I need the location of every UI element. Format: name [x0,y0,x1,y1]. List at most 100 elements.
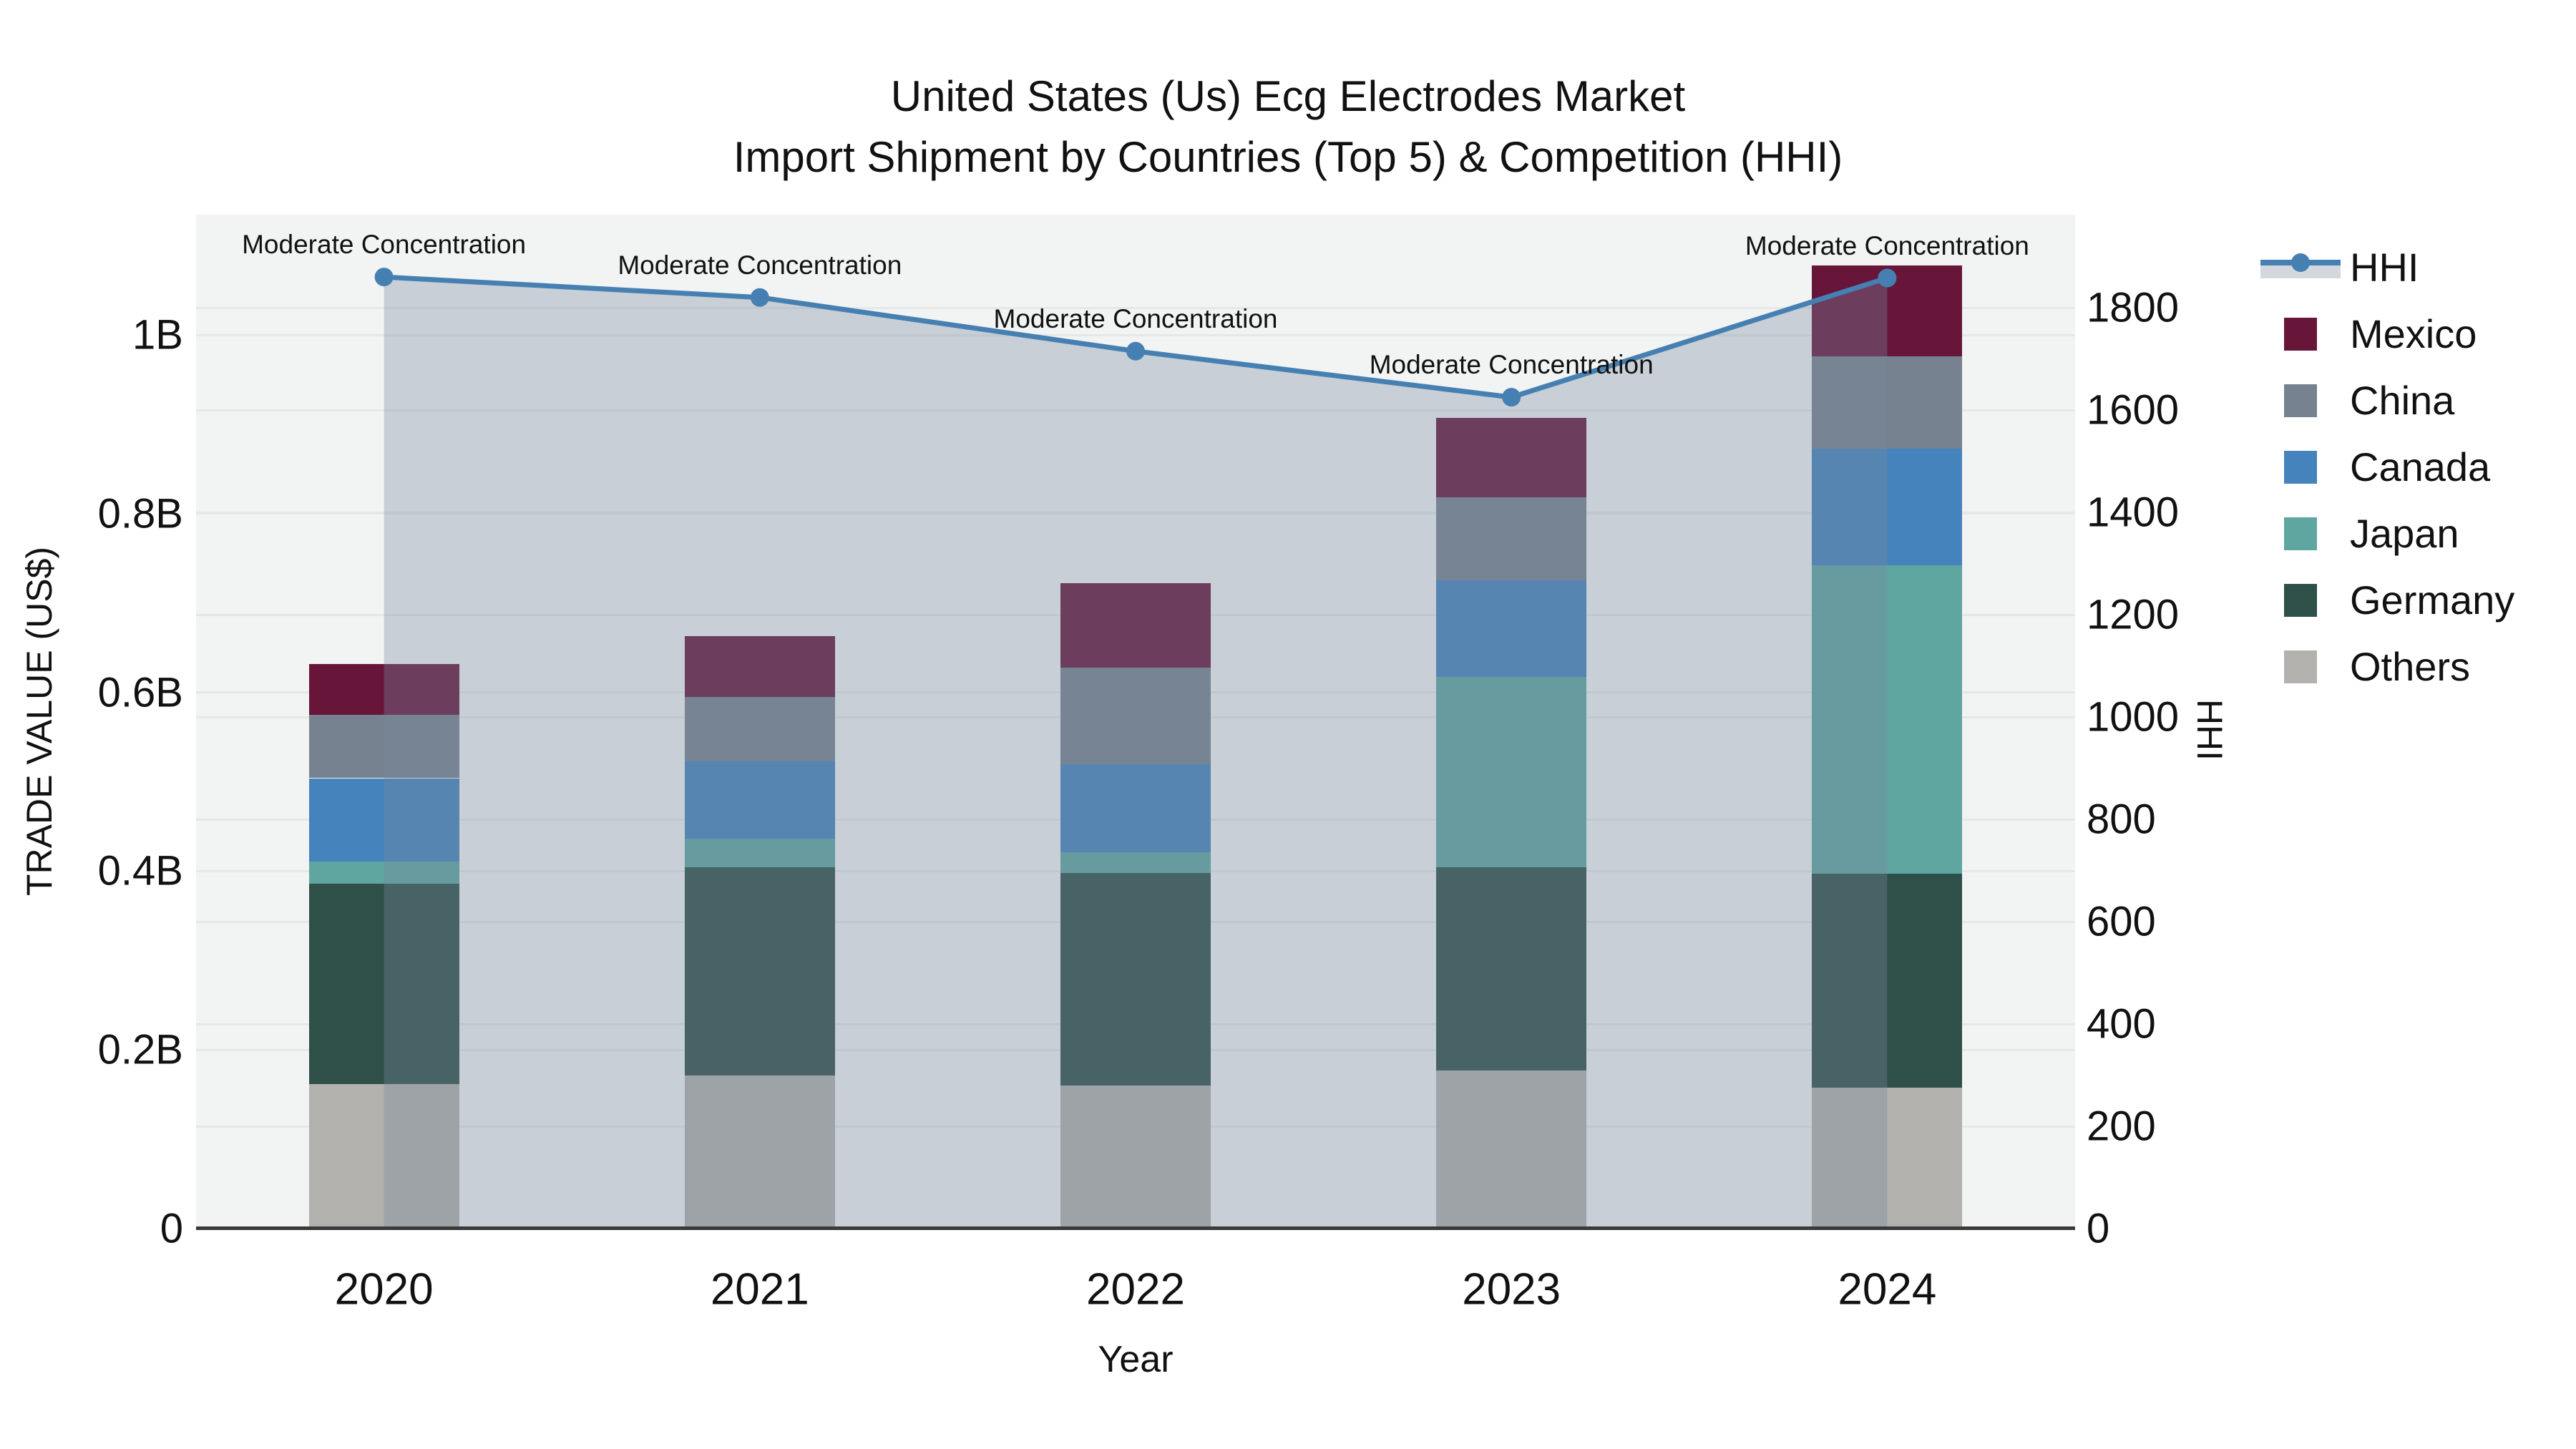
bar-segment-others-2021[interactable] [684,1075,835,1229]
hhi-marker-2021[interactable] [750,288,769,307]
x-tick-label-2021: 2021 [710,1264,809,1314]
gridline [196,511,2075,514]
legend-item-canada[interactable]: Canada [2254,434,2514,500]
x-tick-label-2022: 2022 [1086,1264,1185,1314]
hhi-area-fill [384,277,1888,1229]
annotation-2021: Moderate Concentration [618,250,902,280]
y-right-tick-label: 400 [2087,1000,2156,1048]
legend-item-hhi[interactable]: HHI [2254,234,2514,301]
legend-sample [2254,317,2347,351]
bar-segment-others-2023[interactable] [1436,1070,1587,1229]
bar-segment-canada-2020[interactable] [308,778,459,862]
bar-segment-china-2021[interactable] [684,696,835,761]
y-right-tick-label: 1200 [2087,591,2180,638]
annotation-2023: Moderate Concentration [1369,350,1654,380]
bar-segment-canada-2022[interactable] [1060,763,1211,853]
bar-segment-japan-2024[interactable] [1812,565,1963,874]
hhi-line-icon [2260,251,2341,284]
gridline [196,306,2075,309]
bar-segment-canada-2024[interactable] [1812,448,1963,566]
hhi-marker-icon [2291,253,2310,272]
x-tick-label-2020: 2020 [334,1264,434,1314]
bar-segment-canada-2023[interactable] [1436,580,1587,678]
legend-label: Mexico [2350,311,2477,356]
legend-item-mexico[interactable]: Mexico [2254,301,2514,367]
legend-item-japan[interactable]: Japan [2254,500,2514,567]
y-right-tick-label: 0 [2087,1205,2110,1252]
y-right-tick-label: 1600 [2087,386,2180,434]
legend-item-germany[interactable]: Germany [2254,567,2514,633]
hhi-marker-2020[interactable] [374,268,394,287]
bar-segment-japan-2021[interactable] [684,839,835,868]
annotation-2020: Moderate Concentration [242,230,527,260]
bar-segment-japan-2022[interactable] [1060,852,1211,873]
legend-label: Canada [2350,444,2491,489]
bar-segment-mexico-2020[interactable] [308,663,459,715]
hhi-marker-2022[interactable] [1126,341,1145,361]
legend-swatch-others [2284,650,2317,683]
bar-segment-china-2023[interactable] [1436,497,1587,581]
bar-segment-china-2020[interactable] [308,714,459,779]
y-right-tick-label: 1800 [2087,284,2180,331]
bar-segment-mexico-2021[interactable] [684,635,835,697]
legend-sample [2254,251,2347,284]
x-tick-label-2023: 2023 [1462,1264,1561,1314]
y-right-tick-label: 1400 [2087,489,2180,536]
bar-segment-germany-2023[interactable] [1436,867,1587,1070]
legend-label: Japan [2350,511,2459,556]
bar-segment-germany-2024[interactable] [1812,874,1963,1088]
y-right-tick-label: 800 [2087,796,2156,843]
bar-segment-canada-2021[interactable] [684,761,835,839]
bar-segment-germany-2022[interactable] [1060,872,1211,1086]
bar-segment-germany-2021[interactable] [684,867,835,1076]
legend: HHI Mexico China Canada Japan Germany Others [2254,234,2514,700]
legend-sample [2254,384,2347,417]
annotation-2022: Moderate Concentration [993,303,1278,333]
y-left-tick-label: 0 [160,1205,183,1252]
legend-label: Others [2350,644,2471,689]
bar-segment-others-2022[interactable] [1060,1085,1211,1229]
legend-label: Germany [2350,577,2515,623]
bar-segment-mexico-2022[interactable] [1060,583,1211,668]
chart-title: United States (Us) Ecg Electrodes Market… [0,66,2576,187]
y-right-tick-label: 600 [2087,898,2156,945]
legend-label: HHI [2350,245,2419,290]
legend-item-china[interactable]: China [2254,367,2514,434]
legend-swatch-mexico [2284,317,2317,351]
bar-segment-china-2022[interactable] [1060,667,1211,764]
hhi-overlay [374,268,1897,1229]
y-left-tick-label: 0.2B [97,1026,183,1073]
legend-swatch-japan [2284,517,2317,550]
y-left-axis-title: TRADE VALUE (US$) [19,546,59,897]
bar-segment-germany-2020[interactable] [308,883,459,1084]
x-axis-title: Year [1098,1339,1174,1380]
chart-title-line2: Import Shipment by Countries (Top 5) & C… [733,133,1843,181]
bar-segment-japan-2023[interactable] [1436,677,1587,868]
chart-title-line1: United States (Us) Ecg Electrodes Market [890,72,1686,120]
legend-swatch-germany [2284,583,2317,617]
legend-swatch-canada [2284,450,2317,484]
bar-segment-others-2024[interactable] [1812,1087,1963,1229]
annotation-2024: Moderate Concentration [1745,230,2029,260]
y-right-tick-label: 200 [2087,1103,2156,1150]
legend-label: China [2350,378,2455,423]
y-left-tick-label: 0.6B [97,669,183,716]
legend-sample [2254,583,2347,617]
y-left-tick-label: 0.4B [97,847,183,894]
bar-segment-others-2020[interactable] [308,1083,459,1229]
y-left-tick-label: 1B [132,311,183,358]
bar-segment-mexico-2023[interactable] [1436,418,1587,498]
legend-sample [2254,450,2347,484]
legend-item-others[interactable]: Others [2254,633,2514,700]
bar-segment-china-2024[interactable] [1812,356,1963,449]
legend-swatch-china [2284,384,2317,417]
legend-sample [2254,517,2347,550]
hhi-marker-2024[interactable] [1878,268,1897,288]
bar-segment-japan-2020[interactable] [308,861,459,884]
x-tick-label-2024: 2024 [1838,1264,1937,1314]
gridline [196,512,2075,515]
y-right-tick-label: 1000 [2087,693,2180,741]
hhi-marker-2023[interactable] [1502,388,1521,407]
legend-sample [2254,650,2347,683]
